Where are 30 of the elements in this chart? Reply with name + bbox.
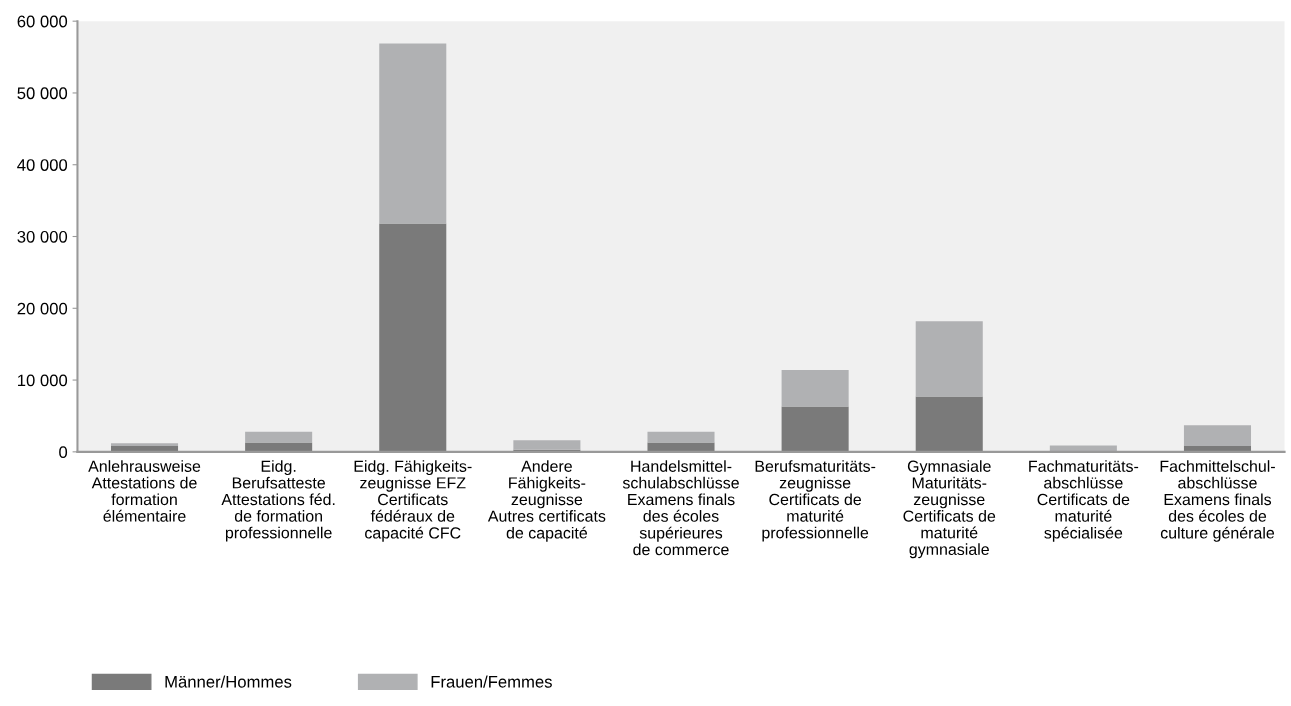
x-tick-label: Andere Fähigkeits- zeugnisse Autres certificats de capacité	[487, 460, 606, 542]
bar	[513, 440, 581, 450]
bar	[1049, 445, 1117, 452]
y-tick-label: 50 000	[17, 87, 68, 100]
legend-label: Frauen/Femmes	[431, 675, 552, 688]
bar	[781, 406, 849, 452]
y-tick-label: 30 000	[17, 230, 68, 243]
y-tick-label: 10 000	[18, 374, 68, 387]
bar	[379, 223, 447, 452]
y-tick-label: 60 000	[17, 15, 68, 28]
bar	[245, 431, 313, 443]
x-tick-label: Handelsmittel- schulabschlüsse Examens finals des écoles supérieures de commerce	[622, 460, 739, 556]
bar	[781, 370, 849, 407]
bar	[1183, 425, 1252, 447]
bar	[379, 43, 447, 224]
x-tick-label: Eidg. Berufsatteste Attestations féd. de formation professionnelle	[221, 460, 335, 542]
bar	[647, 431, 715, 443]
y-tick-label: 20 000	[17, 302, 68, 315]
x-tick-label: Fachmittelschul- abschlüsse Examens finals des écoles de culture générale	[1160, 460, 1275, 542]
x-tick-label: Eidg. Fähigkeits- zeugnisse EFZ Certificats fédéraux de capacité CFC	[354, 460, 472, 542]
x-tick-label: Fachmaturitäts- abschlüsse Certificats de maturité spécialisée	[1029, 460, 1139, 542]
bar	[915, 396, 983, 452]
x-tick-label: Berufsmaturitäts- zeugnisse Certificats de maturité professionnelle	[755, 460, 876, 542]
y-tick-label: 40 000	[17, 159, 68, 171]
x-tick-label: Gymnasiale Maturitäts- zeugnisse Certificats de maturité gymnasiale	[903, 460, 996, 559]
bar	[110, 443, 179, 447]
bar	[915, 321, 983, 397]
legend-label: Männer/Hommes	[165, 675, 292, 688]
y-tick-label: 0	[59, 446, 68, 459]
x-tick-label: Anlehrausweise Attestations de formation élémentaire	[88, 460, 201, 522]
